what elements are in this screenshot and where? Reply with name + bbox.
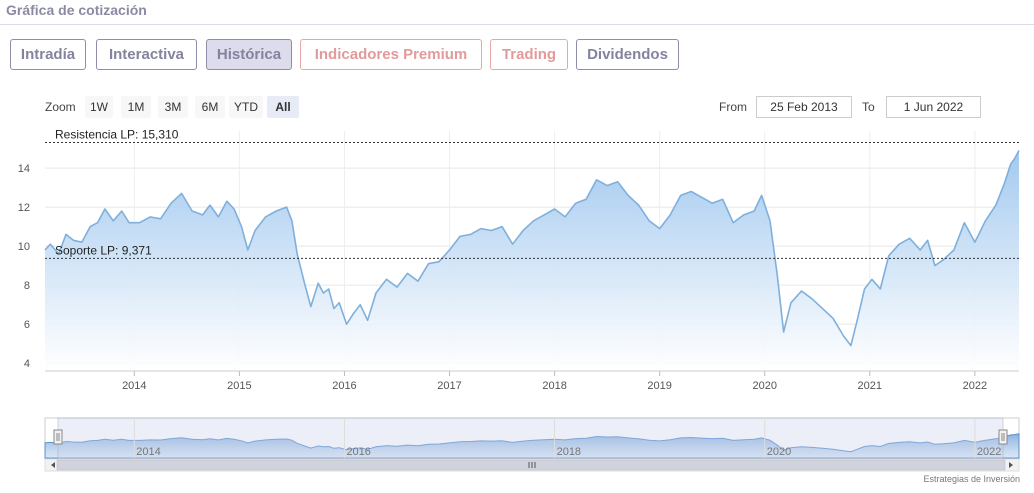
chart-credit: Estrategias de Inversión bbox=[923, 474, 1020, 484]
navigator-selection bbox=[57, 417, 1004, 459]
y-tick-label: 4 bbox=[24, 358, 30, 370]
x-tick-label: 2020 bbox=[752, 380, 776, 392]
price-line bbox=[44, 150, 1020, 347]
tab-indicadores-premium[interactable]: Indicadores Premium bbox=[300, 39, 482, 70]
from-label: From bbox=[719, 100, 747, 114]
x-tick-label: 2021 bbox=[858, 380, 882, 392]
y-tick-label: 6 bbox=[24, 319, 30, 331]
navigator-tick-label: 2016 bbox=[346, 446, 370, 458]
x-tick-label: 2022 bbox=[963, 380, 987, 392]
scroll-right-icon[interactable] bbox=[1009, 462, 1013, 468]
navigator-series bbox=[44, 433, 1020, 459]
page-title: Gráfica de cotización bbox=[6, 2, 147, 18]
x-tick-label: 2016 bbox=[332, 380, 356, 392]
zoom-ytd-button[interactable]: YTD bbox=[229, 96, 263, 118]
y-tick-label: 14 bbox=[18, 163, 30, 175]
navigator-tick-label: 2014 bbox=[136, 446, 160, 458]
from-date-input[interactable]: 25 Feb 2013 bbox=[756, 96, 852, 118]
x-tick-label: 2015 bbox=[227, 380, 251, 392]
y-tick-label: 8 bbox=[24, 280, 30, 292]
navigator-tick-label: 2018 bbox=[557, 446, 581, 458]
zoom-1w-button[interactable]: 1W bbox=[85, 96, 113, 118]
to-date-input[interactable]: 1 Jun 2022 bbox=[886, 96, 981, 118]
to-label: To bbox=[862, 100, 875, 114]
support-label: Soporte LP: 9,371 bbox=[55, 243, 152, 257]
navigator-tick-label: 2020 bbox=[767, 446, 791, 458]
zoom-label: Zoom bbox=[45, 100, 76, 114]
tab-historica[interactable]: Histórica bbox=[206, 39, 292, 70]
tab-interactiva[interactable]: Interactiva bbox=[96, 39, 197, 70]
title-divider bbox=[0, 24, 1034, 25]
zoom-6m-button[interactable]: 6M bbox=[195, 96, 225, 118]
tab-trading[interactable]: Trading bbox=[490, 39, 568, 70]
resistance-label: Resistencia LP: 15,310 bbox=[55, 128, 179, 142]
navigator-scrollbar-thumb[interactable] bbox=[56, 459, 1006, 471]
navigator-left-handle[interactable] bbox=[53, 429, 63, 445]
x-tick-label: 2019 bbox=[647, 380, 671, 392]
y-tick-label: 10 bbox=[18, 241, 30, 253]
navigator-right-handle[interactable] bbox=[998, 429, 1008, 445]
tab-dividendos[interactable]: Dividendos bbox=[576, 39, 679, 70]
x-tick-label: 2014 bbox=[122, 380, 146, 392]
y-tick-label: 12 bbox=[18, 202, 30, 214]
price-area-fill bbox=[45, 150, 1019, 371]
tab-intradia[interactable]: Intradía bbox=[10, 39, 86, 70]
x-tick-label: 2017 bbox=[437, 380, 461, 392]
x-tick-label: 2018 bbox=[542, 380, 566, 392]
scroll-left-icon[interactable] bbox=[51, 462, 55, 468]
zoom-3m-button[interactable]: 3M bbox=[158, 96, 188, 118]
navigator-tick-label: 2022 bbox=[977, 446, 1001, 458]
zoom-1m-button[interactable]: 1M bbox=[121, 96, 151, 118]
zoom-all-button[interactable]: All bbox=[267, 96, 299, 118]
